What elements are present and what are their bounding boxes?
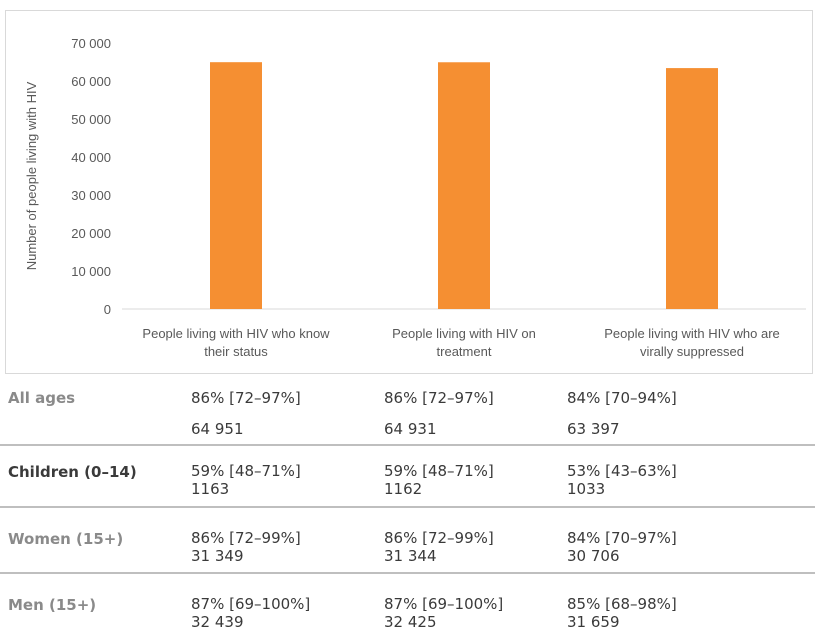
y-tick-label: 10 000 bbox=[71, 264, 111, 279]
table-row-men: Men (15+) 87% [69–100%] 32 439 87% [69–1… bbox=[0, 574, 815, 638]
row-label: Women (15+) bbox=[8, 530, 124, 548]
table-cell: 86% [72–99%] 31 349 bbox=[191, 529, 301, 565]
bar bbox=[210, 62, 262, 309]
y-tick-label: 30 000 bbox=[71, 188, 111, 203]
y-tick-label: 0 bbox=[104, 302, 111, 317]
cell-number: 1033 bbox=[567, 480, 606, 498]
x-category-label: People living with HIV on bbox=[392, 326, 536, 341]
cell-number: 1162 bbox=[384, 480, 423, 498]
cell-number: 32 425 bbox=[384, 613, 437, 631]
cell-number: 31 349 bbox=[191, 547, 244, 565]
table-cell: 84% [70–94%] 63 397 bbox=[567, 389, 677, 438]
cell-number: 63 397 bbox=[567, 420, 620, 438]
chart-frame: 0 10 000 20 000 30 000 40 000 50 000 60 000 70 … bbox=[5, 10, 813, 374]
row-label: Men (15+) bbox=[8, 596, 97, 614]
row-label: Children (0–14) bbox=[8, 463, 137, 481]
cell-percent: 87% [69–100%] bbox=[384, 595, 504, 613]
cascade-table: All ages 86% [72–97%] 64 951 86% [72–97%… bbox=[0, 375, 815, 638]
cell-number: 32 439 bbox=[191, 613, 244, 631]
table-cell: 87% [69–100%] 32 439 bbox=[191, 595, 310, 631]
table-cell: 59% [48–71%] 1162 bbox=[384, 462, 494, 498]
table-cell: 85% [68–98%] 31 659 bbox=[567, 595, 677, 631]
table-cell: 87% [69–100%] 32 425 bbox=[384, 595, 503, 631]
cell-percent: 53% [43–63%] bbox=[567, 462, 677, 480]
y-axis-label: Number of people living with HIV bbox=[24, 81, 39, 270]
cell-percent: 86% [72–99%] bbox=[384, 529, 494, 547]
bar-chart: 0 10 000 20 000 30 000 40 000 50 000 60 000 70 … bbox=[24, 36, 806, 359]
x-category-label: treatment bbox=[437, 344, 492, 359]
table-row-children: Children (0–14) 59% [48–71%] 1163 59% [4… bbox=[0, 446, 815, 508]
y-tick-label: 60 000 bbox=[71, 74, 111, 89]
cell-percent: 84% [70–97%] bbox=[567, 529, 677, 547]
cell-number: 30 706 bbox=[567, 547, 620, 565]
row-label: All ages bbox=[8, 389, 76, 407]
x-category-label: virally suppressed bbox=[640, 344, 744, 359]
x-category-label: their status bbox=[204, 344, 268, 359]
cell-percent: 86% [72–97%] bbox=[191, 389, 301, 407]
cell-percent: 59% [48–71%] bbox=[191, 462, 301, 480]
table-cell: 84% [70–97%] 30 706 bbox=[567, 529, 677, 565]
x-category-label: People living with HIV who know bbox=[142, 326, 330, 341]
table-cell: 59% [48–71%] 1163 bbox=[191, 462, 301, 498]
cell-percent: 85% [68–98%] bbox=[567, 595, 677, 613]
y-tick-label: 20 000 bbox=[71, 226, 111, 241]
table-row-all-ages: All ages 86% [72–97%] 64 951 86% [72–97%… bbox=[0, 375, 815, 446]
y-tick-label: 50 000 bbox=[71, 112, 111, 127]
cell-number: 64 931 bbox=[384, 420, 437, 438]
cell-number: 31 659 bbox=[567, 613, 620, 631]
cell-number: 1163 bbox=[191, 480, 230, 498]
y-tick-label: 40 000 bbox=[71, 150, 111, 165]
cell-percent: 59% [48–71%] bbox=[384, 462, 494, 480]
table-cell: 86% [72–99%] 31 344 bbox=[384, 529, 494, 565]
cell-percent: 86% [72–99%] bbox=[191, 529, 301, 547]
cell-percent: 84% [70–94%] bbox=[567, 389, 677, 407]
cell-percent: 86% [72–97%] bbox=[384, 389, 494, 407]
x-category-label: People living with HIV who are bbox=[604, 326, 780, 341]
cell-percent: 87% [69–100%] bbox=[191, 595, 311, 613]
table-cell: 86% [72–97%] 64 951 bbox=[191, 389, 301, 438]
cell-number: 64 951 bbox=[191, 420, 244, 438]
y-tick-label: 70 000 bbox=[71, 36, 111, 51]
table-cell: 86% [72–97%] 64 931 bbox=[384, 389, 494, 438]
table-row-women: Women (15+) 86% [72–99%] 31 349 86% [72–… bbox=[0, 508, 815, 574]
table-cell: 53% [43–63%] 1033 bbox=[567, 462, 677, 498]
bar bbox=[438, 62, 490, 309]
bar bbox=[666, 68, 718, 309]
cell-number: 31 344 bbox=[384, 547, 437, 565]
